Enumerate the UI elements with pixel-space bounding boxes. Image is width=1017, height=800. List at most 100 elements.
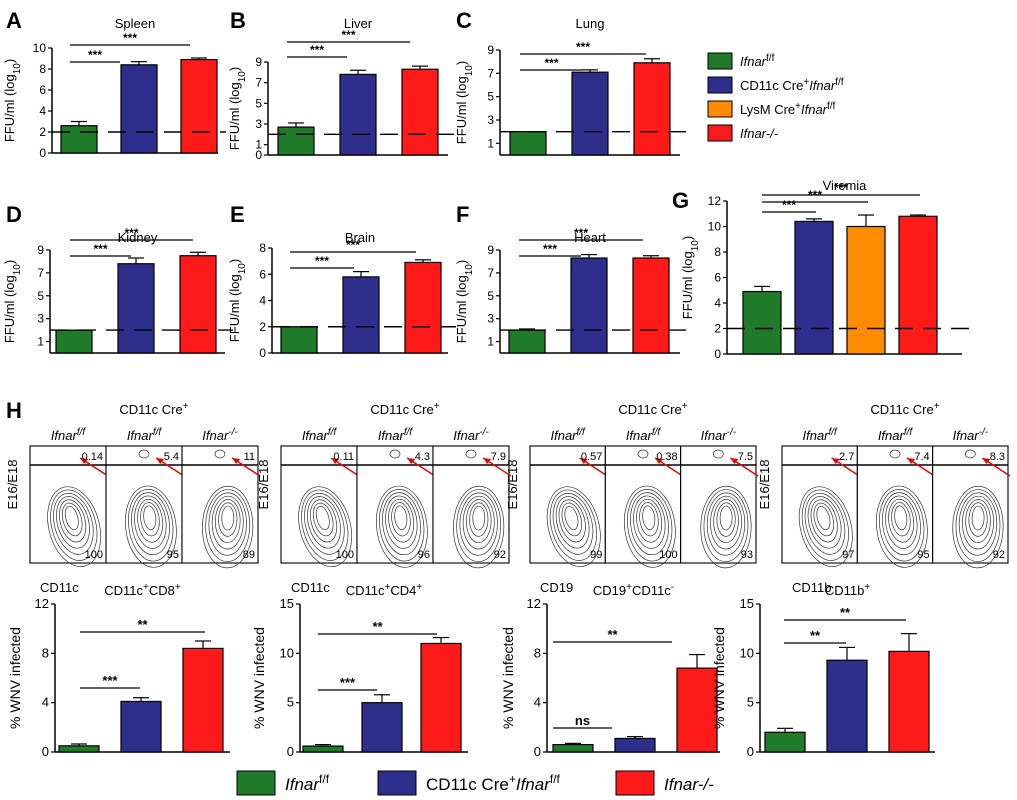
y-tick-label: 5 <box>37 289 44 303</box>
genotype-label: Ifnarf/f <box>127 427 163 444</box>
gate-top-value: 11 <box>244 451 255 463</box>
ylabel-sub: 10 <box>12 63 23 75</box>
red-arrowhead <box>156 458 165 464</box>
bar-1 <box>302 745 344 753</box>
gate-top-value: 7.5 <box>738 451 753 463</box>
title-part: CD11b <box>825 583 865 598</box>
legend-sup: f/f <box>827 101 836 112</box>
contour-ring <box>459 492 498 556</box>
contour-ring <box>218 502 238 537</box>
gate-top-value: 0.38 <box>656 451 677 463</box>
flow-plot: 5.4 95 Ifnarf/f <box>105 427 185 568</box>
contour-ring <box>208 492 247 556</box>
contour-ring <box>964 449 976 459</box>
significance-label: *** <box>340 675 356 690</box>
contour-ring <box>807 496 842 549</box>
contour-ring <box>716 502 736 537</box>
y-axis-label: FFU/ml (log10) <box>227 67 248 150</box>
gate-top-value: 7.4 <box>914 451 929 463</box>
y-tick-label: 2 <box>259 320 266 334</box>
y-axis-label: FFU/ml (log10) <box>2 260 23 343</box>
legend-part: Ifnar <box>285 775 320 794</box>
flow-plot: 0.11 100 Ifnarf/f <box>280 427 360 567</box>
panel-letter-G: G <box>672 188 689 213</box>
contour-ring <box>391 502 411 537</box>
legend-part: Ifnar-/- <box>664 775 714 794</box>
genotype-label: Ifnar-/- <box>953 427 989 444</box>
y-tick-label: 1 <box>255 138 262 152</box>
bar-1 <box>742 290 782 355</box>
header-sup: + <box>183 401 189 412</box>
genotype-part: Ifnar <box>802 428 829 443</box>
legend-label: CD11c Cre+Ifnarf/f <box>740 77 844 94</box>
contour-ring <box>894 505 908 531</box>
contour-ring <box>211 495 244 550</box>
legend-sup: + <box>803 77 809 88</box>
contour-ring <box>465 499 492 544</box>
contour-ring <box>307 496 341 549</box>
flow-plot: 0.14 100 Ifnarf/f <box>29 427 109 567</box>
flow-header: CD11c Cre+ <box>370 401 439 418</box>
flow-group-3: CD11c Cre+E16/E18CD190.5799Ifnarf/f0.381… <box>505 401 759 595</box>
ylabel-part: FFU/ml (log <box>454 275 469 343</box>
header-part: CD11c Cre <box>618 402 681 417</box>
contour-ring <box>202 485 254 569</box>
significance-label: ns <box>575 713 590 728</box>
y-tick-label: 5 <box>487 289 494 303</box>
gate-bottom-value: 100 <box>85 549 103 561</box>
ylabel-part: FFU/ml (log <box>227 82 242 150</box>
y-tick-label: 7 <box>487 66 494 80</box>
ylabel-sub: 10 <box>690 240 701 252</box>
y-tick-label: 1 <box>487 136 494 150</box>
significance-label: *** <box>834 181 848 195</box>
panel-letter-B: B <box>230 8 246 33</box>
flow-plot: 7.5 93 Ifnar-/- <box>680 427 759 569</box>
legend-swatch <box>615 770 655 796</box>
genotype-sup: f/f <box>328 427 338 438</box>
significance-label: *** <box>310 43 324 57</box>
genotype-sup: f/f <box>652 427 662 438</box>
red-arrowhead <box>831 458 840 464</box>
genotype-label: Ifnarf/f <box>51 427 87 444</box>
y-tick-label: 15 <box>280 596 294 611</box>
contour-ring <box>379 489 425 562</box>
flow-plot: 2.7 97 Ifnarf/f <box>781 427 860 567</box>
contour-ring <box>205 489 251 562</box>
gate-bottom-value: 99 <box>590 549 602 561</box>
genotype-sup: f/f <box>404 427 414 438</box>
bar-1 <box>508 329 546 354</box>
genotype-part: Ifnar <box>51 428 78 443</box>
significance-label: *** <box>543 242 557 256</box>
panel-letters: A B C D E F G H <box>6 8 689 423</box>
panel-letter-E: E <box>230 202 245 227</box>
contour-ring <box>810 499 838 543</box>
y-axis-label: FFU/ml (log10) <box>454 260 475 343</box>
genotype-part: Ifnar <box>127 428 154 443</box>
chart-title: CD19+CD11c- <box>593 582 674 599</box>
gate-bottom-value: 97 <box>842 549 854 561</box>
contour-ring <box>315 505 330 531</box>
bar-3 <box>180 58 218 154</box>
legend-part: CD11c Cre <box>740 78 803 93</box>
flow-header: CD11c Cre+ <box>618 401 687 418</box>
legend-swatch <box>707 100 733 118</box>
bar-3 <box>182 647 224 753</box>
y-tick-label: 10 <box>708 220 722 234</box>
title-sup: + <box>864 582 870 593</box>
ylabel-part: ) <box>680 236 695 240</box>
significance-label: *** <box>782 198 796 212</box>
flow-plot: 7.9 92 Ifnar-/- <box>432 427 512 569</box>
legend-label: CD11c Cre+Ifnarf/f <box>426 772 561 794</box>
y-tick-label: 7 <box>255 76 262 90</box>
genotype-label: Ifnar-/- <box>701 427 737 444</box>
flow-xlabel: CD19 <box>540 580 573 595</box>
contour-ring <box>469 502 489 537</box>
contour-ring <box>816 505 831 531</box>
ylabel-part: FFU/ml (log <box>2 275 17 343</box>
flow-plot: 0.38 100 Ifnarf/f <box>604 427 684 568</box>
gate-bottom-value: 96 <box>418 549 430 561</box>
chart-title: Brain <box>345 230 375 245</box>
